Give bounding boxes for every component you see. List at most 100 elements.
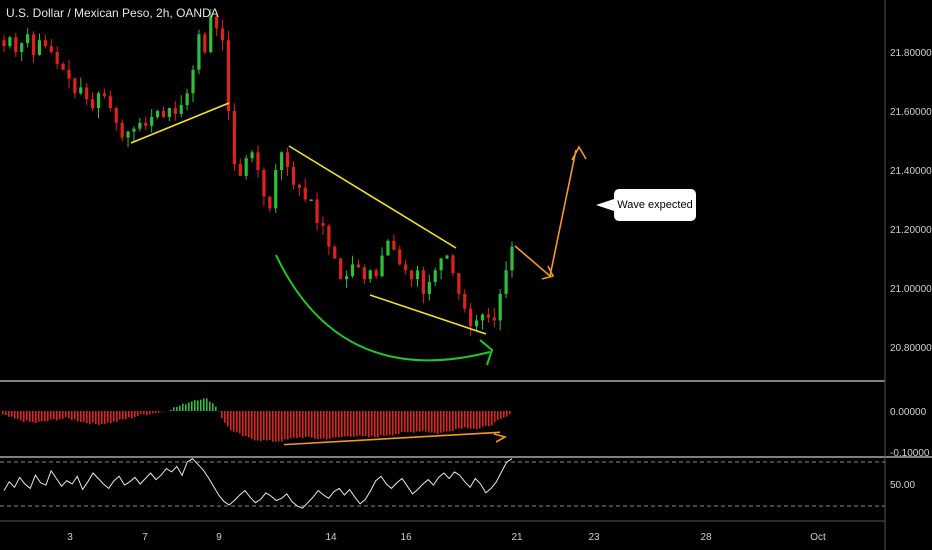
candle-body — [197, 34, 201, 70]
momentum-histogram — [2, 398, 511, 442]
histogram-bar — [446, 411, 448, 432]
histogram-bar — [380, 411, 382, 435]
time-axis[interactable]: 3 7 9 14 16 21 23 28 Oct — [67, 532, 826, 543]
histogram-bar — [161, 411, 163, 412]
candle-body — [73, 78, 77, 94]
histogram-bar — [398, 411, 400, 434]
histogram-bar — [278, 411, 280, 442]
candle-body — [285, 152, 290, 168]
histogram-bar — [482, 411, 484, 427]
candle-body — [150, 116, 154, 126]
histogram-bar — [116, 411, 118, 422]
candle-body — [291, 167, 296, 185]
price-candles — [2, 8, 514, 336]
histogram-bar — [143, 411, 145, 415]
candle-body — [480, 314, 485, 321]
histogram-bar — [176, 407, 178, 411]
candle-body — [96, 93, 101, 109]
histogram-bar — [89, 411, 91, 425]
histogram-bar — [452, 411, 454, 432]
histogram-bar — [221, 411, 223, 419]
time-tick-label: 14 — [325, 532, 337, 543]
trendline-rising — [130, 102, 230, 144]
histogram-bar — [62, 411, 64, 419]
candle-body — [451, 255, 455, 274]
candle-body — [457, 273, 461, 294]
histogram-bar — [485, 411, 487, 426]
histogram-bar — [194, 400, 196, 411]
histogram-bar — [71, 411, 73, 421]
wave-expected-callout[interactable]: Wave expected — [614, 189, 696, 221]
candle-body — [179, 105, 183, 114]
histogram-bar — [35, 411, 37, 424]
callout-pointer — [596, 199, 614, 211]
candle-body — [421, 270, 425, 294]
momentum-arrowhead — [493, 433, 508, 443]
candle-body — [79, 87, 83, 94]
histogram-bar — [209, 401, 211, 411]
price-tick-label: 21.60000 — [890, 107, 932, 118]
price-tick-label: 21.20000 — [890, 225, 932, 236]
candle-body — [61, 63, 65, 70]
candle-body — [250, 152, 254, 159]
histogram-bar — [266, 411, 268, 441]
histogram-bar — [392, 411, 394, 436]
candle-body — [350, 264, 355, 277]
histogram-bar — [401, 411, 403, 433]
histogram-bar — [80, 411, 82, 423]
candle-body — [333, 246, 337, 259]
histogram-bar — [410, 411, 412, 433]
oscillator-panel — [0, 458, 885, 509]
candle-body — [498, 293, 502, 321]
candle-body — [427, 282, 431, 294]
time-tick-label: Oct — [810, 532, 826, 543]
histogram-bar — [185, 404, 187, 411]
price-tick-label: 21.00000 — [890, 284, 932, 295]
histogram-bar — [152, 411, 154, 414]
histogram-bar — [326, 411, 328, 440]
histogram-bar — [74, 411, 76, 420]
candle-body — [102, 93, 107, 97]
price-annotations — [130, 102, 587, 366]
candle-body — [8, 37, 12, 47]
candle-body — [315, 199, 319, 224]
histogram-bar — [374, 411, 376, 437]
candle-body — [303, 187, 307, 200]
candle-body — [67, 69, 71, 79]
histogram-bar — [377, 411, 379, 438]
momentum-tick-label: -0.10000 — [890, 448, 930, 459]
histogram-bar — [53, 411, 55, 420]
histogram-bar — [386, 411, 388, 436]
candle-body — [209, 16, 213, 53]
momentum-tick-label: 0.00000 — [890, 407, 927, 418]
histogram-bar — [437, 411, 439, 435]
histogram-bar — [41, 411, 43, 422]
time-tick-label: 7 — [142, 532, 148, 543]
candle-body — [386, 240, 390, 256]
histogram-bar — [17, 411, 19, 419]
histogram-bar — [347, 411, 349, 437]
candle-body — [398, 249, 402, 265]
histogram-bar — [119, 411, 121, 420]
candle-body — [409, 270, 414, 280]
histogram-bar — [170, 409, 172, 411]
projection-path — [514, 149, 577, 278]
histogram-bar — [8, 411, 10, 417]
candle-body — [469, 308, 473, 327]
histogram-bar — [305, 411, 307, 437]
histogram-bar — [14, 411, 16, 419]
trendline-resistance — [288, 145, 457, 249]
histogram-bar — [302, 411, 304, 439]
candle-body — [345, 276, 349, 280]
histogram-bar — [173, 407, 175, 411]
candle-body — [49, 46, 53, 52]
price-axis[interactable]: 21.80000 21.60000 21.40000 21.20000 21.00000… — [890, 48, 932, 491]
histogram-bar — [227, 411, 229, 427]
candle-body — [26, 34, 30, 44]
momentum-annotations — [283, 431, 508, 446]
histogram-bar — [218, 411, 220, 412]
histogram-bar — [2, 411, 4, 415]
candle-body — [256, 152, 260, 170]
histogram-bar — [155, 411, 157, 414]
